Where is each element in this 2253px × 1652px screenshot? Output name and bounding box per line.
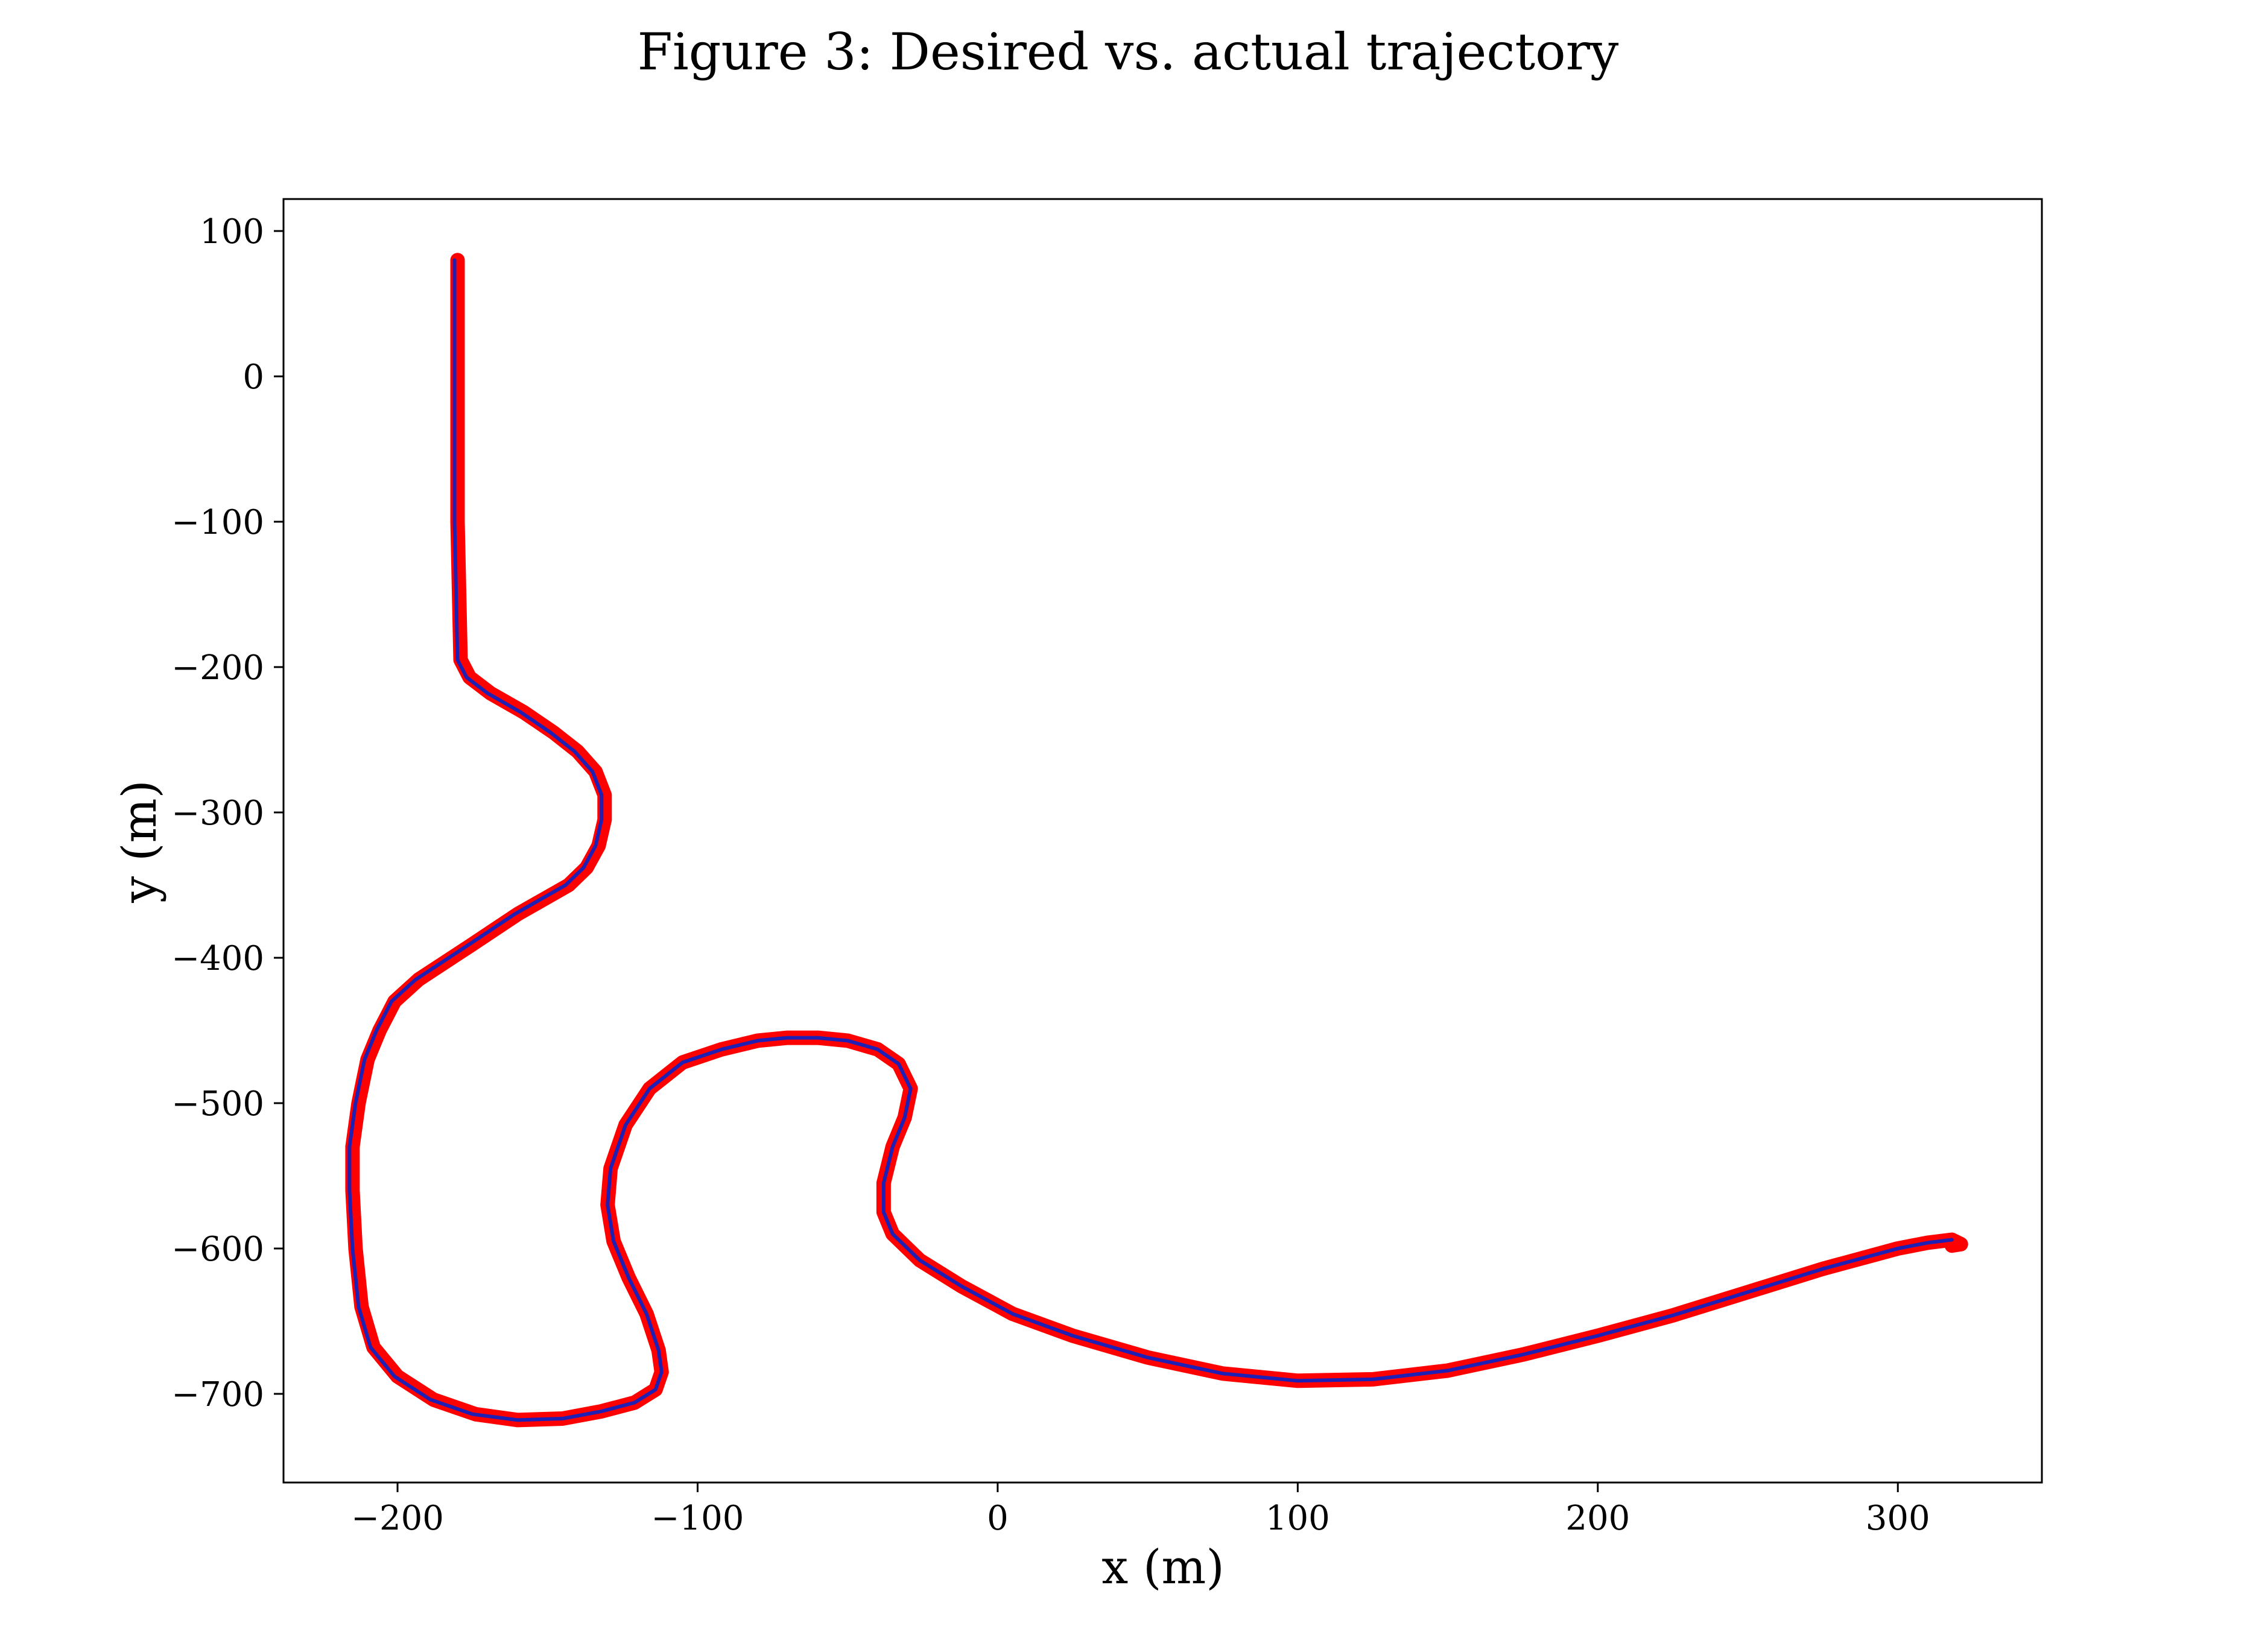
y-tick-label: −100 [171, 503, 264, 542]
x-axis-ticks: −200 −100 0 100 200 300 [351, 1483, 1930, 1538]
y-tick-label: −200 [171, 648, 264, 688]
trajectory-series-group [345, 253, 1968, 1428]
y-tick-label: −600 [171, 1230, 264, 1269]
x-tick-label: 100 [1266, 1499, 1330, 1538]
plot-area-frame [282, 198, 2043, 1484]
x-axis-label: x (m) [1101, 1540, 1225, 1595]
y-axis-ticks: 100 0 −100 −200 −300 −400 −500 −600 −700 [171, 212, 284, 1414]
y-tick-label: −300 [171, 794, 264, 833]
figure-title: Figure 3: Desired vs. actual trajectory [638, 22, 1619, 81]
y-tick-label: −500 [171, 1084, 264, 1124]
desired-trajectory-line [347, 258, 1954, 1422]
y-tick-label: −700 [171, 1375, 264, 1414]
y-tick-label: 0 [242, 358, 264, 397]
y-tick-label: 100 [200, 212, 264, 252]
x-tick-label: −200 [351, 1499, 444, 1538]
x-tick-label: 0 [987, 1499, 1009, 1538]
x-tick-label: 300 [1866, 1499, 1930, 1538]
y-tick-label: −400 [171, 939, 264, 978]
x-tick-label: −100 [651, 1499, 744, 1538]
y-axis-label: y (m) [113, 780, 167, 904]
x-tick-label: 200 [1565, 1499, 1630, 1538]
